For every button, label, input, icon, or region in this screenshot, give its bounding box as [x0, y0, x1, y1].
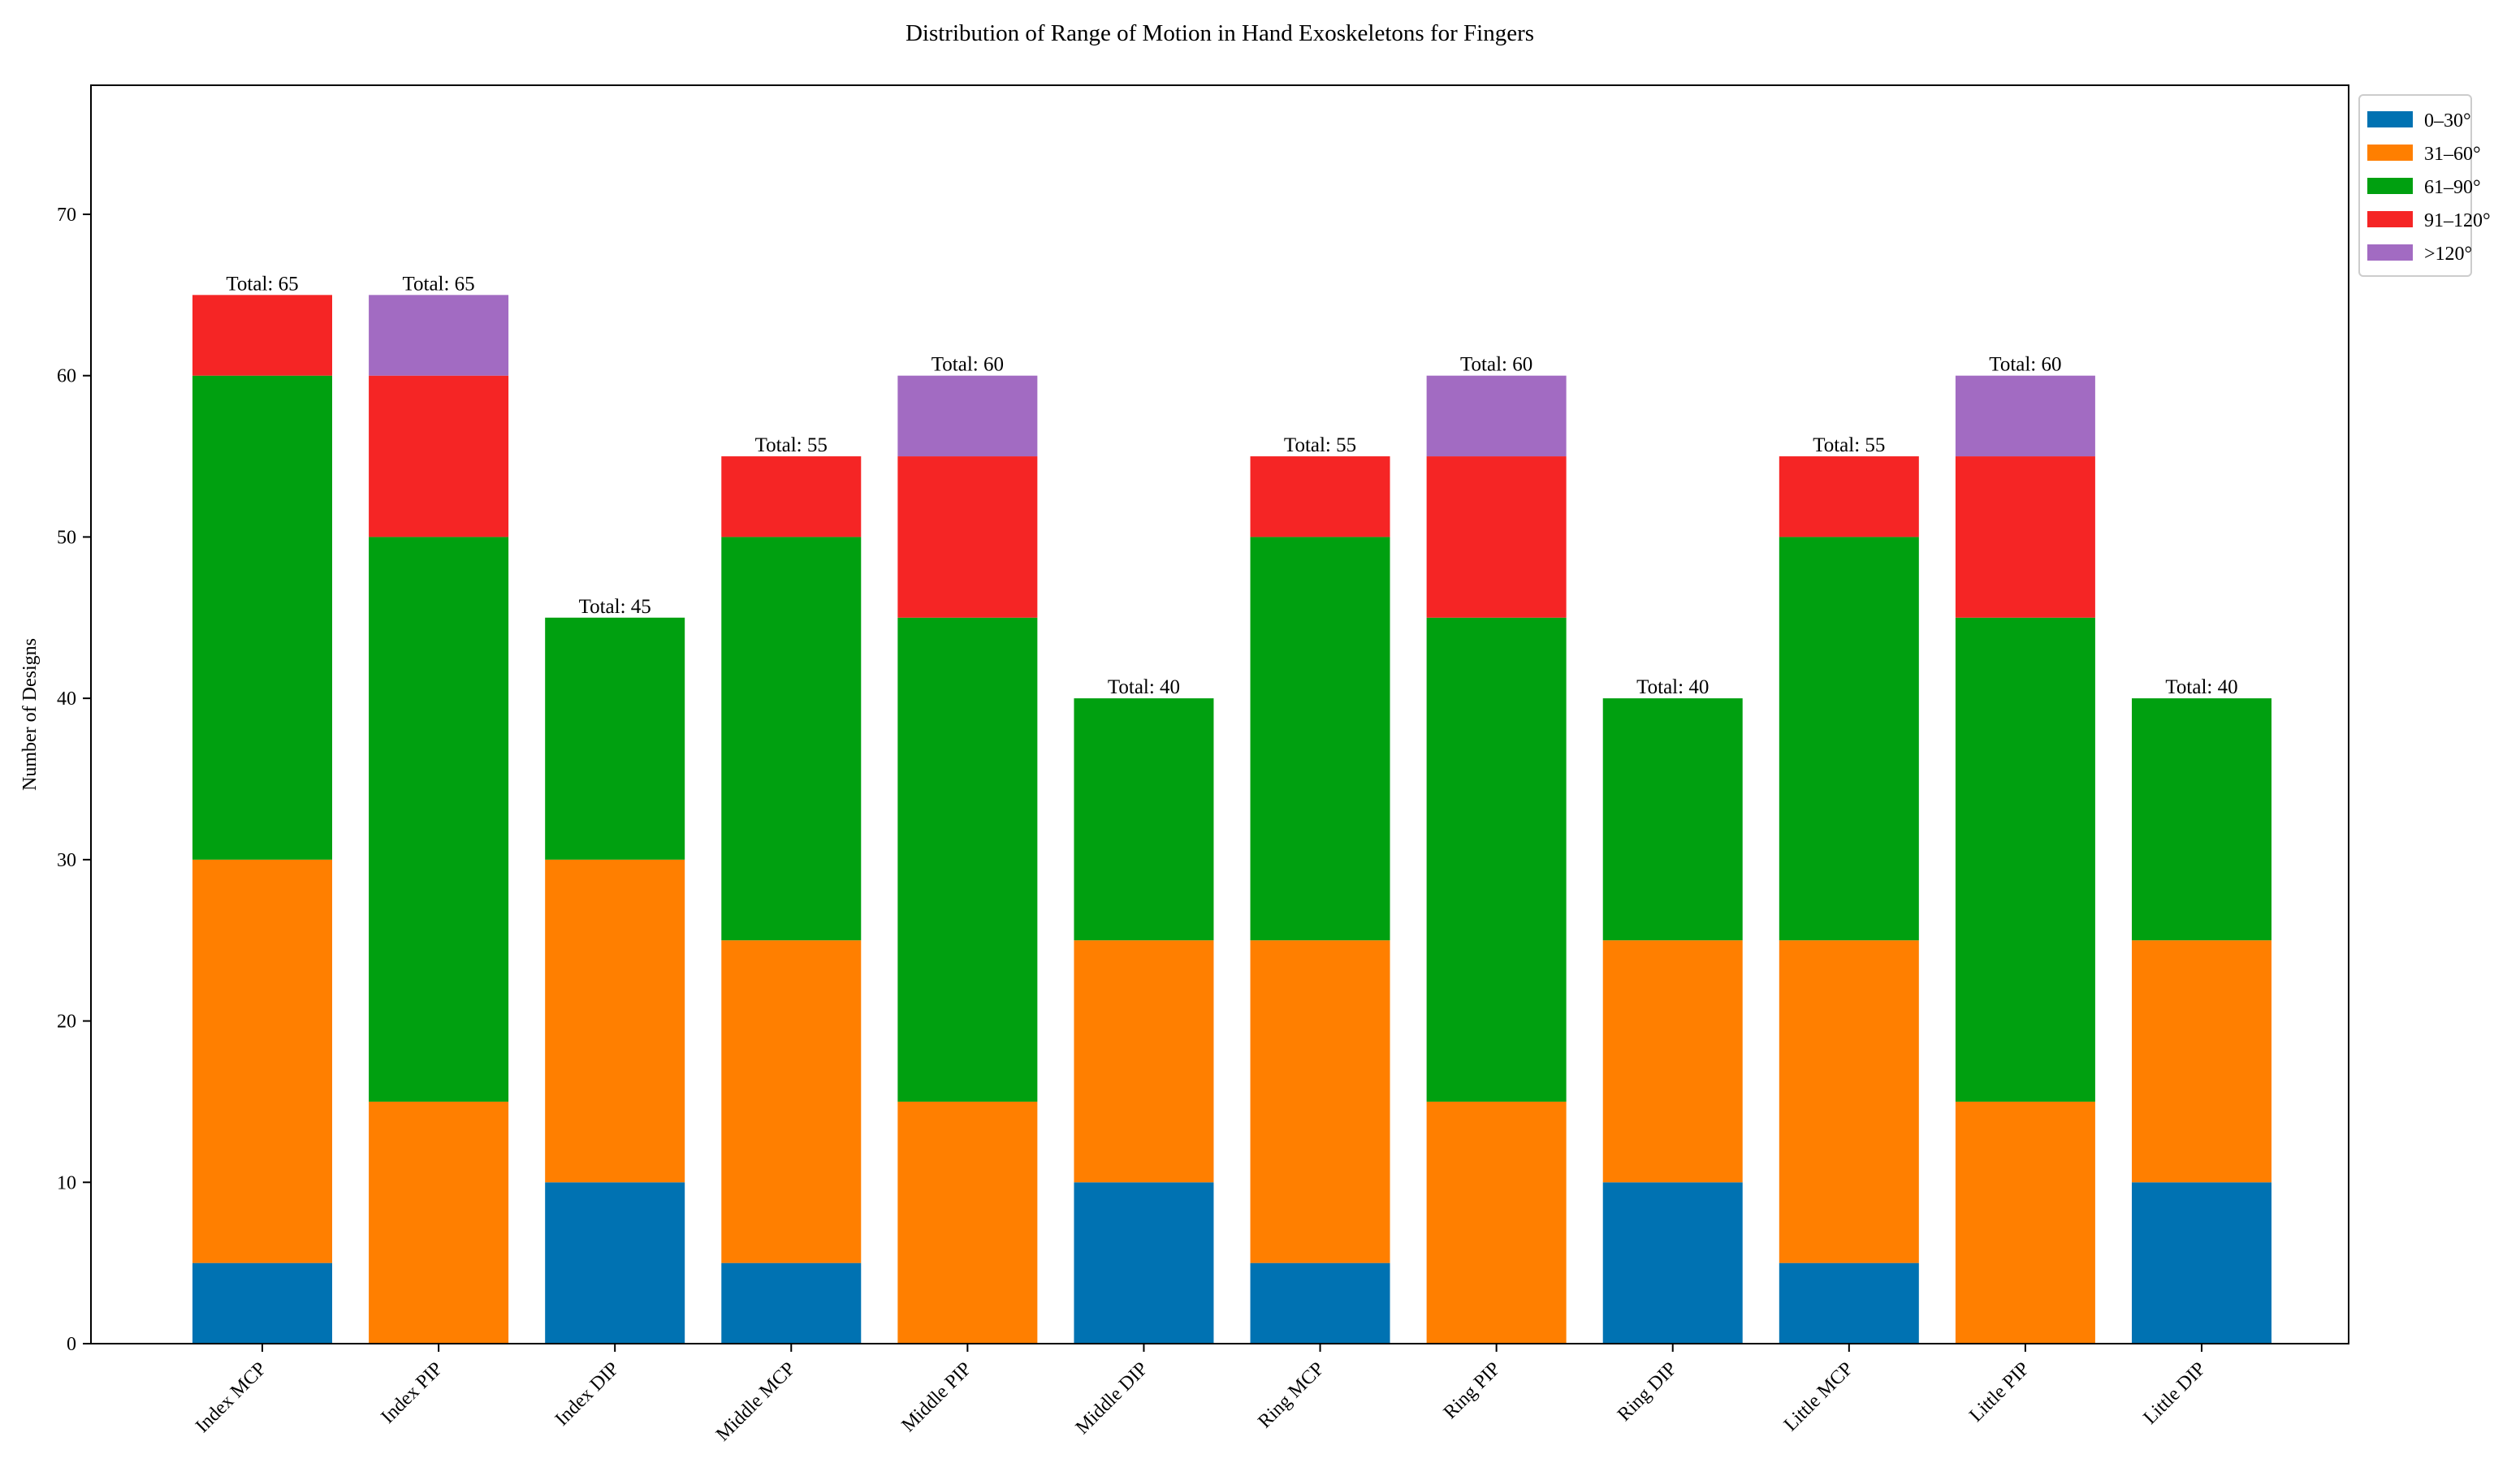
legend-swatch	[2367, 145, 2413, 161]
bar-segment	[545, 1182, 685, 1344]
y-axis-ticks: 0 10 20 30 40 50 60 70	[57, 205, 91, 1355]
y-tick-label: 30	[57, 850, 76, 871]
total-label: Total: 65	[226, 273, 298, 295]
bar-segment	[369, 295, 509, 376]
bar-segment	[369, 1101, 509, 1344]
legend-entry-label[interactable]: 0–30°	[2424, 110, 2471, 132]
bar-segment	[1074, 1182, 1214, 1344]
x-tick-label: Ring MCP	[1254, 1358, 1328, 1432]
x-tick-label: Little PIP	[1965, 1358, 2034, 1426]
bar-segment	[2132, 1182, 2271, 1344]
bar-segment	[1779, 1262, 1919, 1344]
bar-segment	[1602, 940, 1743, 1183]
y-tick-label: 40	[57, 688, 76, 710]
legend-frame	[2358, 94, 2472, 277]
legend-entry-label[interactable]: 61–90°	[2424, 177, 2481, 198]
x-tick-label: Index DIP	[551, 1358, 624, 1431]
bar-segment	[1426, 456, 1567, 618]
bar-segment	[1779, 940, 1919, 1263]
bar-segment	[1074, 698, 1214, 941]
bar-segment	[545, 859, 685, 1183]
bar-segment	[1250, 940, 1390, 1263]
total-label: Total: 60	[1989, 354, 2061, 376]
bar-segment	[1250, 1262, 1390, 1344]
total-label: Total: 65	[402, 273, 474, 295]
bar-segment	[897, 1101, 1038, 1344]
bar-segment	[369, 537, 509, 1102]
total-label: Total: 55	[755, 434, 828, 456]
total-labels: Total: 65 Total: 65 Total: 45 Total: 55 Tota…	[226, 273, 2237, 698]
bar-segment	[721, 1262, 862, 1344]
bar-segment	[721, 456, 862, 537]
x-tick-label: Little DIP	[2140, 1358, 2211, 1429]
total-label: Total: 55	[1813, 434, 1885, 456]
x-tick-label: Ring PIP	[1440, 1358, 1505, 1423]
legend-swatch	[2367, 111, 2413, 127]
x-tick-label: Middle DIP	[1072, 1358, 1152, 1439]
x-axis-ticks: Index MCP Index PIP Index DIP Middle MCP Mid…	[192, 1344, 2210, 1445]
bar-segment	[897, 375, 1038, 457]
bar-segment	[1779, 456, 1919, 537]
bar-segment	[192, 375, 332, 860]
bar-segment	[192, 859, 332, 1263]
total-label: Total: 60	[931, 354, 1004, 376]
y-tick-label: 60	[57, 366, 76, 387]
y-tick-label: 20	[57, 1012, 76, 1033]
bar-segment	[897, 456, 1038, 618]
y-axis-label: Number of Designs	[19, 638, 41, 791]
bar-segment	[1955, 1101, 2095, 1344]
bar-segment	[1250, 537, 1390, 941]
bar-segment	[721, 537, 862, 941]
bar-segment	[2132, 698, 2271, 941]
total-label: Total: 55	[1284, 434, 1356, 456]
bar-segment	[1602, 698, 1743, 941]
legend[interactable]: 0–30° 31–60° 61–90° 91–120° >120°	[2358, 94, 2491, 277]
y-tick-label: 10	[57, 1172, 76, 1193]
y-tick-label: 70	[57, 205, 76, 226]
bar-segment	[192, 295, 332, 376]
bar-segment	[1426, 617, 1567, 1102]
x-tick-label: Ring DIP	[1614, 1358, 1681, 1426]
bar-segment	[1426, 375, 1567, 457]
y-tick-label: 50	[57, 527, 76, 548]
x-tick-label: Index PIP	[378, 1358, 447, 1428]
bar-segment	[545, 617, 685, 860]
x-tick-label: Little MCP	[1780, 1358, 1857, 1435]
bar-segment	[897, 617, 1038, 1102]
bars-layer	[192, 295, 2271, 1344]
y-tick-label: 0	[67, 1334, 76, 1355]
legend-swatch	[2367, 244, 2413, 261]
bar-segment	[1074, 940, 1214, 1183]
chart-title: Distribution of Range of Motion in Hand …	[906, 20, 1534, 46]
bar-segment	[1250, 456, 1390, 537]
legend-entry-label[interactable]: >120°	[2424, 244, 2472, 265]
total-label: Total: 45	[579, 596, 651, 618]
bar-segment	[1955, 617, 2095, 1102]
x-tick-label: Index MCP	[192, 1358, 270, 1437]
legend-swatch	[2367, 211, 2413, 227]
total-label: Total: 40	[2165, 676, 2237, 698]
bar-segment	[721, 940, 862, 1263]
bar-segment	[1602, 1182, 1743, 1344]
bar-segment	[1955, 456, 2095, 618]
bar-segment	[1426, 1101, 1567, 1344]
plot-frame	[90, 84, 2349, 1344]
legend-entry-label[interactable]: 91–120°	[2424, 210, 2491, 231]
legend-swatch	[2367, 178, 2413, 194]
x-tick-label: Middle MCP	[712, 1358, 800, 1446]
bar-segment	[192, 1262, 332, 1344]
bar-segment	[369, 375, 509, 537]
legend-entry-label[interactable]: 31–60°	[2424, 144, 2481, 165]
total-label: Total: 60	[1460, 354, 1532, 376]
total-label: Total: 40	[1636, 676, 1709, 698]
bar-segment	[1779, 537, 1919, 941]
x-tick-label: Middle PIP	[897, 1358, 975, 1436]
total-label: Total: 40	[1108, 676, 1180, 698]
bar-segment	[2132, 940, 2271, 1183]
bar-segment	[1955, 375, 2095, 457]
